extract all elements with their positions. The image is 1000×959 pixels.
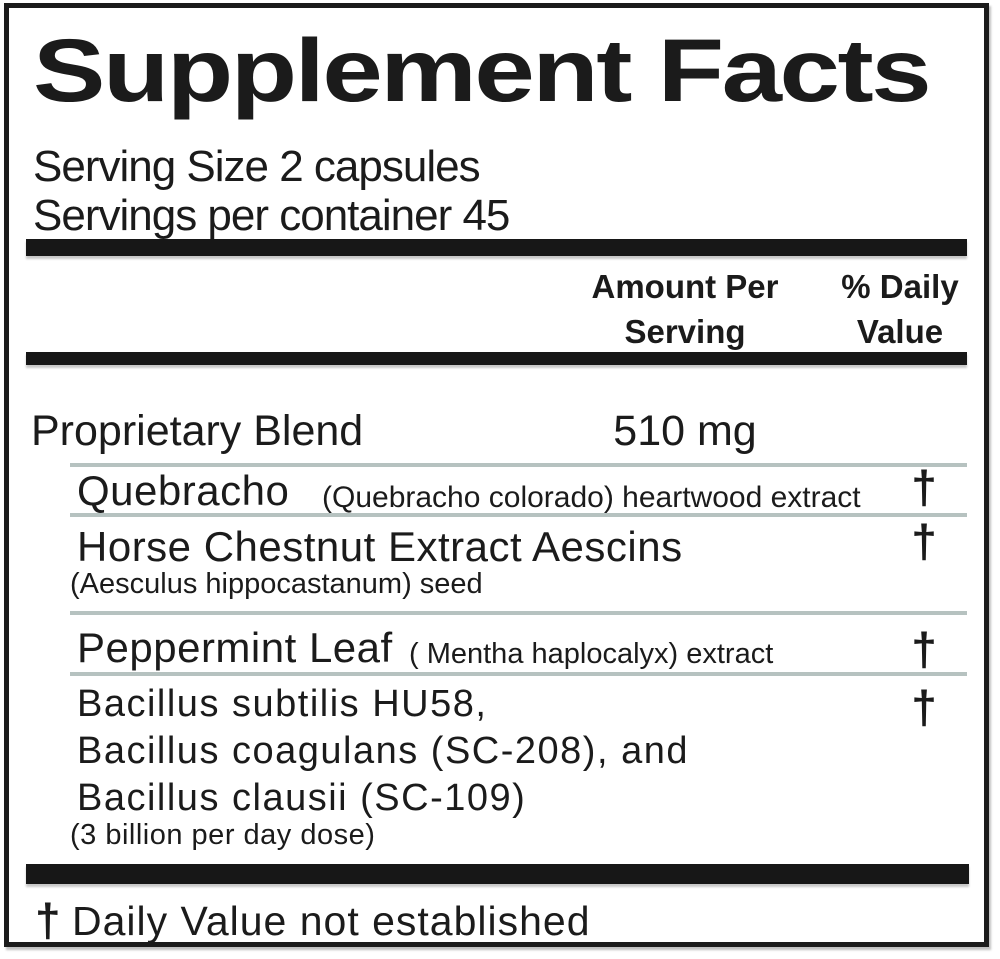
thin-divider-3	[70, 611, 967, 615]
footnote-dagger-icon: †	[35, 894, 61, 946]
serving-size-line: Serving Size 2 capsules	[33, 142, 481, 191]
servings-per-container-line: Servings per container 45	[33, 191, 510, 240]
daily-value-dagger-quebracho: †	[911, 461, 937, 513]
ingredient-qualifier-peppermint: ( Mentha haplocalyx) extract	[409, 638, 774, 670]
daily-value-dagger-horse-chestnut: †	[911, 515, 937, 567]
thin-divider-4	[70, 672, 967, 676]
ingredient-name-quebracho: Quebracho	[77, 467, 290, 514]
column-header-daily-value: % Daily Value	[815, 264, 985, 354]
label-border-box	[4, 3, 989, 947]
thin-divider-2	[70, 513, 967, 517]
proprietary-blend-amount: 510 mg	[613, 407, 757, 455]
bacillus-line3: Bacillus clausii (SC-109)	[77, 777, 527, 819]
dv-header-line1: % Daily	[841, 268, 959, 305]
ingredient-name-horse-chestnut: Horse Chestnut Extract Aescins	[77, 523, 683, 570]
amount-header-line2: Serving	[624, 313, 746, 350]
bacillus-line1: Bacillus subtilis HU58,	[77, 683, 488, 725]
dv-header-line2: Value	[856, 313, 944, 350]
supplement-facts-title: Supplement Facts	[33, 20, 932, 120]
thick-divider-header	[26, 352, 967, 365]
serving-info: Serving Size 2 capsules Servings per con…	[33, 142, 510, 240]
ingredient-name-peppermint: Peppermint Leaf	[77, 624, 393, 671]
ingredient-qualifier-horse-chestnut: (Aesculus hippocastanum) seed	[70, 568, 483, 600]
ingredient-qualifier-quebracho: (Quebracho colorado) heartwood extract	[322, 481, 861, 514]
thick-divider-top	[26, 239, 967, 256]
ingredient-name-bacillus: Bacillus subtilis HU58, Bacillus coagula…	[77, 681, 689, 822]
daily-value-dagger-bacillus: †	[911, 681, 937, 733]
proprietary-blend-name: Proprietary Blend	[31, 407, 364, 455]
ingredient-qualifier-bacillus: (3 billion per day dose)	[70, 819, 376, 851]
footnote-text: Daily Value not established	[72, 898, 591, 944]
amount-header-line1: Amount Per	[591, 268, 779, 305]
column-header-amount-per-serving: Amount Per Serving	[550, 264, 820, 354]
thick-divider-bottom	[26, 864, 969, 884]
thin-divider-1	[70, 463, 967, 467]
daily-value-dagger-peppermint: †	[911, 623, 937, 675]
bacillus-line2: Bacillus coagulans (SC-208), and	[77, 730, 689, 772]
